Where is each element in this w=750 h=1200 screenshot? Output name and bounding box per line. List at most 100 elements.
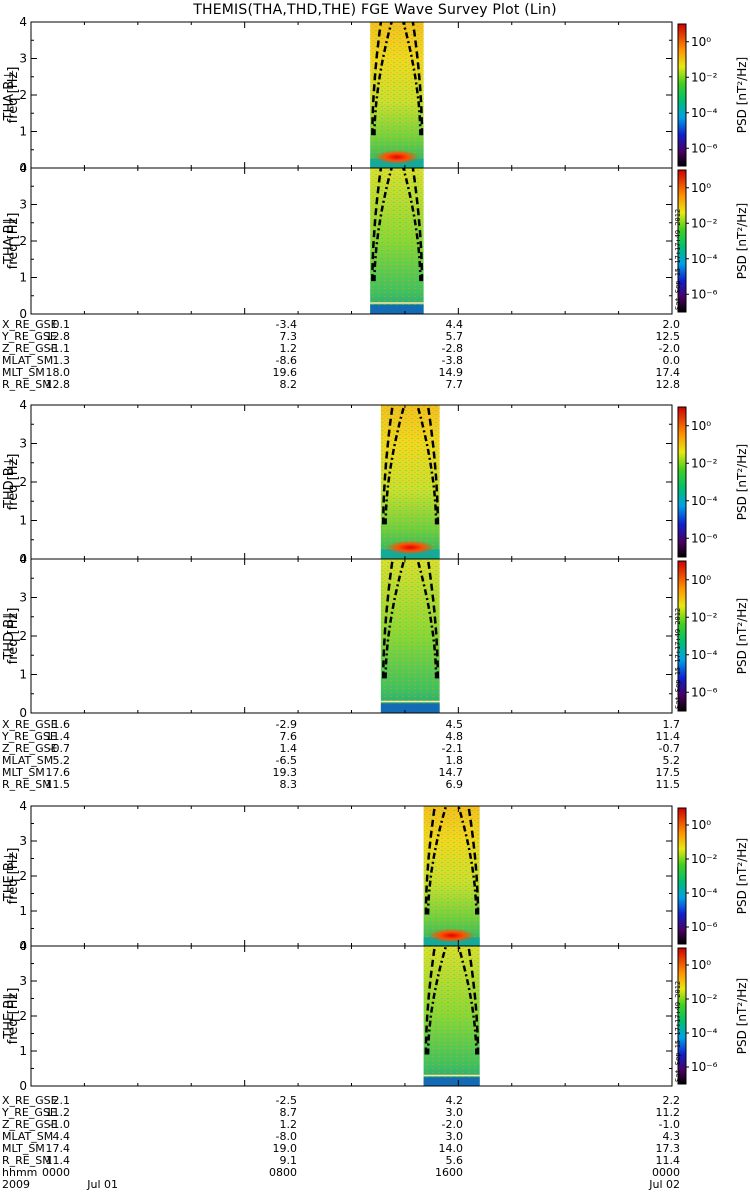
y-tick-label: 4 — [19, 15, 27, 29]
gyrofrequency-curve — [426, 805, 448, 915]
gyrofrequency-curve — [424, 945, 437, 1055]
colorbar-tick-label: 10⁰ — [691, 35, 711, 49]
panel-frame — [30, 558, 673, 714]
ephemeris-value: 6.9 — [446, 778, 464, 791]
panel-title: THE B∥ — [2, 993, 17, 1039]
y-tick-label: 0 — [19, 1079, 27, 1093]
colorbar — [677, 406, 687, 558]
colorbar-tick-label: 10⁻² — [691, 992, 718, 1006]
gyrofrequency-curve — [402, 167, 422, 282]
ephemeris-value: 12.5 — [656, 330, 681, 343]
y-tick-label: 2 — [19, 629, 27, 643]
spectrogram-texture — [423, 946, 480, 1086]
ephemeris-value: 5.2 — [53, 754, 71, 767]
ephemeris-value: 8.7 — [280, 1106, 298, 1119]
ephemeris-value: -8.6 — [276, 354, 297, 367]
y-axis-label: freq [Hz] — [6, 213, 21, 270]
time-tick-label: 1600 — [435, 1166, 463, 1179]
ephemeris-value: 14.0 — [439, 1142, 464, 1155]
ephemeris-value: 12.8 — [656, 378, 681, 391]
colorbar — [677, 560, 687, 712]
y-tick-label: 3 — [19, 437, 27, 451]
gyrofrequency-curve — [384, 404, 406, 525]
ephemeris-name: Z_RE_GSE — [2, 742, 58, 755]
colorbar-tick-label: 10⁻⁶ — [691, 287, 718, 301]
time-axis-label: hhmm — [2, 1166, 37, 1179]
ephemeris-value: 14.7 — [439, 766, 464, 779]
ephemeris-value: -8.0 — [276, 1130, 297, 1143]
power-peak — [385, 540, 435, 555]
y-tick-label: 3 — [19, 198, 27, 212]
colorbar-tick-label: 10⁻² — [691, 456, 718, 470]
ephemeris-name: Z_RE_GSE — [2, 1118, 58, 1131]
ephemeris-value: -2.0 — [659, 342, 680, 355]
ephemeris-value: 3.0 — [446, 1130, 464, 1143]
panel-frame — [30, 21, 673, 169]
panel-the-bperp: 0 1 2 3 4 freq [Hz]THE B⊥ 10⁰ 10⁻² 10⁻⁴ 10⁻⁶ PSD [… — [2, 799, 749, 953]
spectrogram-texture — [380, 405, 440, 559]
spectrogram-texture — [380, 559, 440, 713]
y-tick-label: 0 — [19, 706, 27, 720]
ephemeris-value: 7.3 — [280, 330, 298, 343]
colorbar-tick-label: 10⁻⁴ — [691, 106, 718, 120]
ephemeris-value: 2.2 — [663, 1094, 681, 1107]
low-freq-band — [370, 304, 424, 314]
y-tick-label: 2 — [19, 869, 27, 883]
y-tick-label: 4 — [19, 552, 27, 566]
y-tick-label: 2 — [19, 475, 27, 489]
ephemeris-value: 1.2 — [280, 1118, 298, 1131]
y-tick-label: 3 — [19, 834, 27, 848]
gyrofrequency-curve — [373, 167, 393, 282]
ephemeris-value: 4.2 — [446, 1094, 464, 1107]
ephemeris-value: 8.2 — [280, 378, 298, 391]
colorbar — [677, 23, 687, 167]
ephemeris-value: 5.2 — [663, 754, 681, 767]
panel-the-bpar: 0 1 2 3 4 freq [Hz]THE B∥ 10⁰ 10⁻² 10⁻⁴ 10⁻⁶ PSD [… — [2, 939, 749, 1093]
colorbar-label: PSD [nT²/Hz] — [735, 598, 749, 674]
ephemeris-value: 4.5 — [446, 718, 464, 731]
panel-title: THD B∥ — [2, 612, 17, 660]
panel-title: THA B∥ — [2, 218, 17, 265]
time-tick-label: 0000 — [42, 1166, 70, 1179]
ephemeris-value: 11.4 — [46, 1154, 71, 1167]
ephemeris-value: 17.5 — [656, 766, 681, 779]
ephemeris-value: 7.7 — [446, 378, 464, 391]
ephemeris-value: 11.5 — [656, 778, 681, 791]
colorbar-tick-label: 10⁻⁶ — [691, 141, 718, 155]
ephemeris-value: 0.0 — [663, 354, 681, 367]
panel-frame — [30, 404, 673, 560]
gyrofrequency-curve — [411, 21, 424, 136]
ephemeris-value: 1.4 — [280, 742, 298, 755]
y-axis-label: freq [Hz] — [6, 988, 21, 1045]
date-label: Jul 02 — [648, 1178, 680, 1191]
colorbar-tick-label: 10⁰ — [691, 419, 711, 433]
ephemeris-value: 2.0 — [663, 318, 681, 331]
ephemeris-value: 11.4 — [46, 730, 71, 743]
ephemeris-name: Z_RE_GSE — [2, 342, 58, 355]
ephemeris-value: 4.4 — [446, 318, 464, 331]
gyrofrequency-curve — [416, 404, 438, 525]
ephemeris-name: Y_RE_GSE — [1, 330, 57, 343]
colorbar — [677, 807, 687, 945]
colorbar-tick-label: 10⁰ — [691, 181, 711, 195]
ephemeris-value: 7.6 — [280, 730, 298, 743]
colorbar-tick-label: 10⁻⁴ — [691, 252, 718, 266]
panel-title: THA B⊥ — [2, 70, 17, 122]
colorbar-label: PSD [nT²/Hz] — [735, 978, 749, 1054]
colorbar-label: PSD [nT²/Hz] — [735, 203, 749, 279]
y-tick-label: 0 — [19, 552, 27, 566]
ephemeris-value: -0.7 — [659, 742, 680, 755]
ephemeris-name: MLT_SM — [2, 366, 45, 379]
year-label: 2009 — [2, 1178, 30, 1191]
ephemeris-value: 11.2 — [656, 1106, 681, 1119]
ephemeris-value: 14.9 — [439, 366, 464, 379]
colorbar-tick-label: 10⁰ — [691, 958, 711, 972]
ephemeris-value: -2.5 — [276, 1094, 297, 1107]
y-tick-label: 3 — [19, 974, 27, 988]
ephemeris-value: 19.0 — [273, 1142, 298, 1155]
colorbar — [677, 947, 687, 1085]
